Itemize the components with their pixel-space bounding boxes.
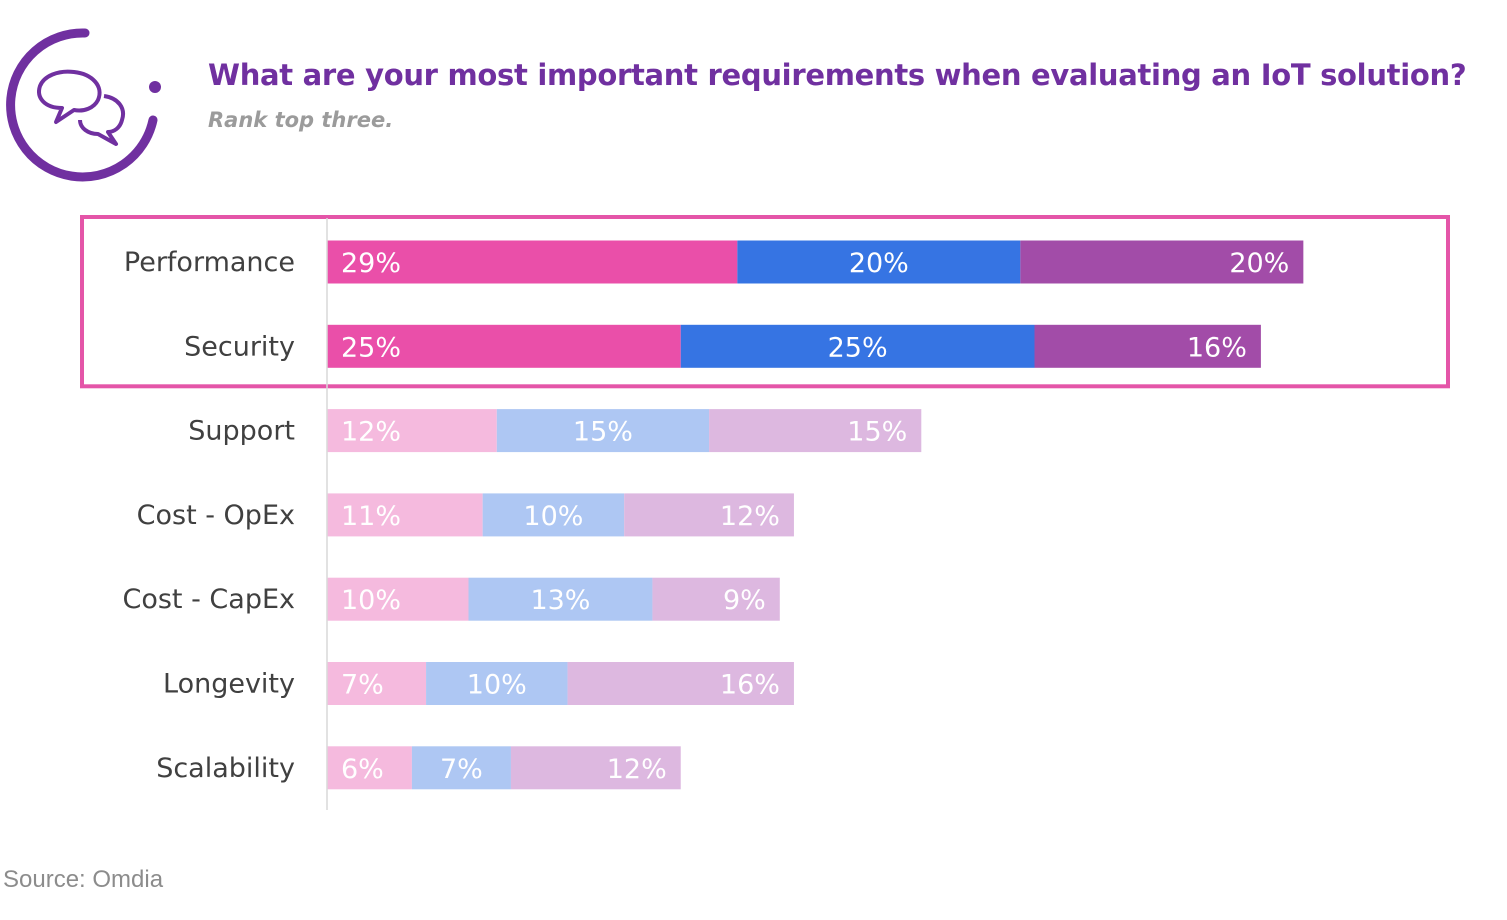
data-label: 7%: [341, 670, 384, 701]
bar-segment: [482, 493, 625, 537]
data-label: 7%: [440, 754, 483, 785]
bar-segment: [1034, 324, 1261, 368]
data-label: 12%: [607, 754, 667, 785]
data-label: 10%: [467, 670, 527, 701]
data-label: 10%: [341, 585, 401, 616]
data-label: 20%: [1229, 248, 1289, 279]
data-label: 13%: [530, 585, 590, 616]
bar-segment: [1020, 240, 1304, 284]
bar-segment: [327, 493, 483, 537]
bar-segment: [411, 746, 511, 790]
chart-subtitle: Rank top three.: [208, 108, 394, 132]
data-label: 11%: [341, 501, 401, 532]
category-label: Cost - CapEx: [122, 584, 295, 615]
data-label: 20%: [849, 248, 909, 279]
bar-segment: [327, 577, 469, 621]
data-label: 12%: [720, 501, 780, 532]
stacked-bar-chart: Performance Security Support Cost - OpEx Cos…: [80, 215, 1450, 810]
data-label: 10%: [523, 501, 583, 532]
bar-segment: [426, 662, 568, 705]
bar-segment: [567, 662, 794, 705]
bar-segment: [327, 662, 427, 705]
bar-segment: [327, 746, 412, 790]
bar-segment: [327, 240, 738, 284]
data-label: 16%: [720, 670, 780, 701]
data-label: 16%: [1187, 332, 1247, 363]
category-label: Performance: [124, 247, 295, 278]
bar-segment: [709, 409, 922, 453]
bar-segment: [737, 240, 1021, 284]
bar-segment: [652, 577, 780, 621]
bar-segment: [510, 746, 681, 790]
bar-segment: [327, 324, 681, 368]
bar-segment: [680, 324, 1035, 368]
highlight-box: [80, 215, 1450, 389]
data-label: 15%: [573, 417, 633, 448]
chart-title: What are your most important requirement…: [208, 58, 1467, 92]
speech-bubbles-icon: [37, 69, 125, 146]
bar-segment: [327, 409, 497, 453]
data-label: 25%: [341, 332, 401, 363]
data-label: 6%: [341, 754, 384, 785]
bar-segment: [624, 493, 794, 537]
data-label: 9%: [723, 585, 766, 616]
data-label: 25%: [828, 332, 888, 363]
category-label: Cost - OpEx: [137, 500, 295, 531]
category-label: Support: [188, 416, 295, 447]
category-label: Scalability: [156, 753, 295, 784]
bar-segment: [496, 409, 710, 453]
source-note: Source: Omdia: [3, 866, 164, 893]
data-label: 29%: [341, 248, 401, 279]
data-label: 12%: [341, 417, 401, 448]
bar-segment: [468, 577, 653, 621]
data-label: 15%: [847, 417, 907, 448]
logo: [6, 28, 161, 182]
category-label: Security: [184, 331, 295, 362]
category-label: Longevity: [163, 669, 295, 700]
